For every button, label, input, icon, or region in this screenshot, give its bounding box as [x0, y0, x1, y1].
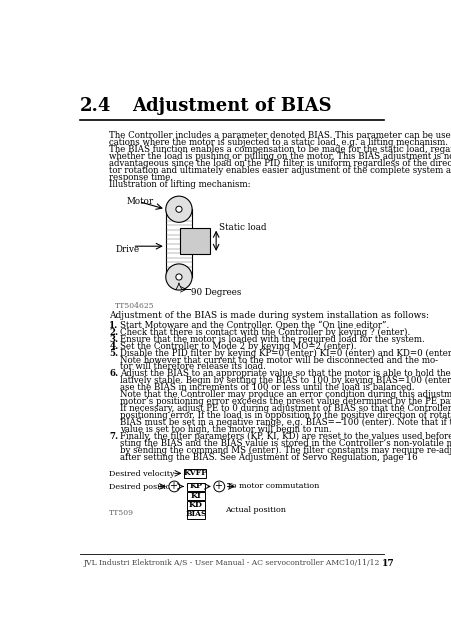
Text: Actual position: Actual position — [225, 506, 286, 514]
Text: response time.: response time. — [109, 173, 173, 182]
Text: To motor commutation: To motor commutation — [226, 482, 319, 490]
Text: cations where the motor is subjected to a static load, e.g. a lifting mechanism.: cations where the motor is subjected to … — [109, 138, 447, 147]
Text: TT504625: TT504625 — [115, 301, 155, 310]
Text: 2.: 2. — [109, 328, 118, 337]
Text: 7.: 7. — [109, 432, 118, 441]
Text: 6.: 6. — [109, 369, 118, 378]
Text: positioning error. If the load is in opposition to the positive direction of rot: positioning error. If the load is in opp… — [120, 411, 451, 420]
Bar — [186, 492, 205, 500]
Text: ase the BIAS in increments of 100 or less until the load is balanced.: ase the BIAS in increments of 100 or les… — [120, 383, 414, 392]
Text: Note that the Controller may produce an error condition during this adjustment i: Note that the Controller may produce an … — [120, 390, 451, 399]
Text: BIAS must be set in a negative range, e.g. BIAS=−100 (enter). Note that if the B: BIAS must be set in a negative range, e.… — [120, 418, 451, 427]
Text: 4.: 4. — [109, 342, 118, 351]
Text: Motor: Motor — [126, 197, 153, 206]
Text: Desired position: Desired position — [109, 483, 175, 491]
Text: 17: 17 — [381, 559, 394, 568]
Text: advantageous since the load on the PID filter is uniform regardless of the direc: advantageous since the load on the PID f… — [109, 159, 451, 168]
Bar — [186, 501, 205, 509]
Text: sting the BIAS and the BIAS value is stored in the Controller’s non-volatile mem: sting the BIAS and the BIAS value is sto… — [120, 438, 451, 448]
Text: 5.: 5. — [109, 349, 118, 358]
Circle shape — [166, 196, 192, 222]
Text: 2.4: 2.4 — [79, 97, 111, 115]
Text: +: + — [214, 481, 222, 492]
Text: The BIAS function enables a compensation to be made for the static load, regardl: The BIAS function enables a compensation… — [109, 145, 451, 154]
Text: Desired velocity: Desired velocity — [109, 470, 175, 478]
Text: latively stable. Begin by setting the BIAS to 100 by keying BIAS=100 (enter). In: latively stable. Begin by setting the BI… — [120, 376, 451, 385]
Text: 1.: 1. — [109, 321, 118, 330]
Bar — [186, 483, 205, 491]
Text: KVFF: KVFF — [183, 469, 207, 477]
Bar — [184, 468, 206, 478]
Text: motor’s positioning error exceeds the preset value determined by the PE paramete: motor’s positioning error exceeds the pr… — [120, 397, 451, 406]
Text: after setting the BIAS. See Adjustment of Servo Regulation, page 16: after setting the BIAS. See Adjustment o… — [120, 452, 417, 461]
Text: whether the load is pushing or pulling on the motor. This BIAS adjustment is nor: whether the load is pushing or pulling o… — [109, 152, 451, 161]
Text: KD: KD — [189, 501, 202, 509]
Circle shape — [175, 206, 182, 212]
Text: TT509: TT509 — [109, 509, 134, 516]
Text: 90 Degrees: 90 Degrees — [191, 288, 241, 297]
Text: KP: KP — [189, 483, 202, 490]
Text: If necessary, adjust PE to 0 during adjustment of BIAS so that the Controller ig: If necessary, adjust PE to 0 during adju… — [120, 404, 451, 413]
Text: Illustration of lifting mechanism:: Illustration of lifting mechanism: — [109, 180, 250, 189]
Text: KI: KI — [190, 492, 201, 500]
Text: Static load: Static load — [219, 223, 266, 232]
Text: Start Motoware and the Controller. Open the “On line editor”.: Start Motoware and the Controller. Open … — [120, 321, 388, 330]
Text: 3.: 3. — [109, 335, 118, 344]
Text: Set the Controller to Mode 2 by keying MO=2 (enter).: Set the Controller to Mode 2 by keying M… — [120, 342, 356, 351]
Circle shape — [175, 274, 182, 280]
Bar — [186, 510, 205, 519]
Bar — [180, 228, 209, 254]
Text: Ensure that the motor is loaded with the required load for the system.: Ensure that the motor is loaded with the… — [120, 335, 424, 344]
Circle shape — [213, 481, 224, 492]
Text: Disable the PID filter by keying KP=0 (enter) KI=0 (enter) and KD=0 (enter).: Disable the PID filter by keying KP=0 (e… — [120, 349, 451, 358]
Text: BIAS: BIAS — [185, 510, 206, 518]
Text: JVL Industri Elektronik A/S - User Manual - AC servocontroller AMC10/11/12: JVL Industri Elektronik A/S - User Manua… — [83, 559, 379, 567]
Text: The Controller includes a parameter denoted BIAS. This parameter can be used in : The Controller includes a parameter deno… — [109, 131, 451, 140]
Text: +: + — [169, 481, 177, 492]
Circle shape — [166, 264, 192, 290]
Text: Adjustment of BIAS: Adjustment of BIAS — [132, 97, 331, 115]
Text: Drive: Drive — [115, 244, 139, 253]
Circle shape — [169, 481, 179, 492]
Text: tor will therefore release its load.: tor will therefore release its load. — [120, 362, 265, 371]
Text: Check that there is contact with the Controller by keying ? (enter).: Check that there is contact with the Con… — [120, 328, 410, 337]
Text: Adjustment of the BIAS is made during system installation as follows:: Adjustment of the BIAS is made during sy… — [109, 311, 428, 320]
Text: by sending the command MS (enter). The filter constants may require re-adjustmen: by sending the command MS (enter). The f… — [120, 445, 451, 455]
Text: Finally, the filter parameters (KP, KI, KD) are reset to the values used before : Finally, the filter parameters (KP, KI, … — [120, 432, 451, 441]
Text: Adjust the BIAS to an appropriate value so that the motor is able to hold the lo: Adjust the BIAS to an appropriate value … — [120, 369, 451, 378]
Text: Kg: Kg — [187, 234, 203, 243]
Text: Note however that current to the motor will be disconnected and the mo-: Note however that current to the motor w… — [120, 356, 437, 365]
Text: tor rotation and ultimately enables easier adjustment of the complete system and: tor rotation and ultimately enables easi… — [109, 166, 451, 175]
Text: value is set too high, the motor will begin to run.: value is set too high, the motor will be… — [120, 425, 331, 434]
